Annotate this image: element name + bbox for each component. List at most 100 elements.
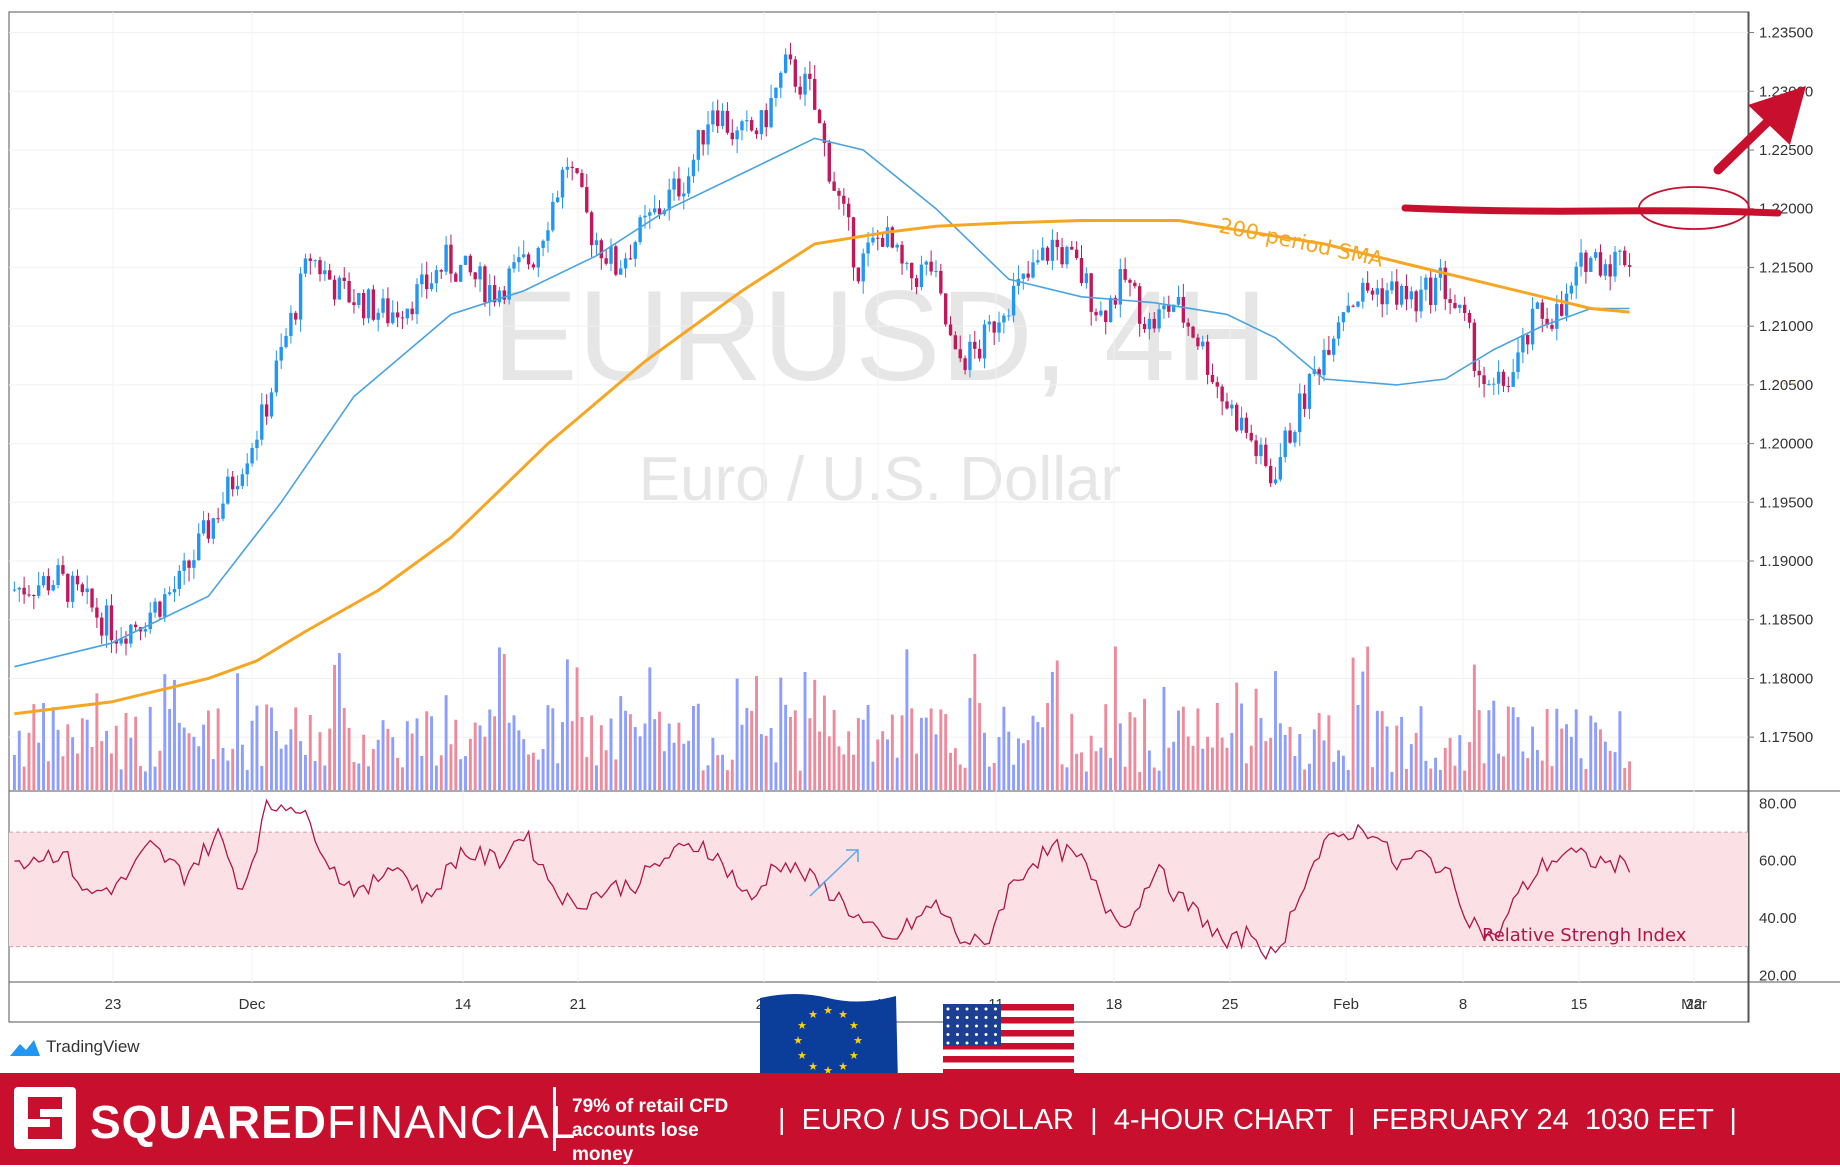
candle-body (27, 594, 31, 596)
candle-body (1002, 315, 1006, 323)
volume-bar (1492, 700, 1496, 790)
volume-bar (1603, 741, 1607, 790)
volume-bar (915, 753, 919, 790)
candle-body (12, 589, 17, 591)
volume-bar (367, 766, 370, 790)
volume-bar (643, 723, 647, 790)
volume-bar (1487, 710, 1491, 790)
candle-body (17, 587, 21, 590)
volume-bar (473, 722, 477, 790)
sma50-line (14, 137, 1630, 668)
volume-bar (1089, 735, 1093, 790)
tradingview-branding[interactable]: TradingView (8, 1036, 140, 1058)
volume-bar (585, 757, 589, 790)
candle-body (929, 261, 933, 272)
candle-body (221, 503, 225, 519)
candle-body (531, 264, 536, 268)
volume-bar (730, 759, 734, 790)
candle-body (206, 520, 211, 539)
volume-bar (270, 707, 273, 790)
volume-bar (595, 765, 598, 790)
volume-bar (202, 724, 206, 790)
candle-body (948, 324, 953, 336)
candle-body (701, 130, 705, 145)
candle-body (1128, 279, 1132, 283)
candle-body (177, 570, 182, 589)
candle-body (973, 341, 977, 349)
volume-bar (308, 714, 312, 790)
candle-body (478, 266, 482, 280)
volume-bar (1497, 753, 1501, 790)
volume-bar (1535, 749, 1539, 790)
candle-body (1327, 350, 1331, 355)
volume-bar (245, 769, 249, 790)
candle-body (119, 638, 123, 644)
volume-bar (808, 718, 812, 790)
volume-bar (163, 674, 167, 790)
volume-bar (827, 736, 831, 790)
candle-body (1235, 404, 1239, 431)
rsi-axis[interactable]: 80.00 60.00 40.00 20.00 (1759, 795, 1797, 984)
volume-bar (944, 714, 948, 790)
volume-bar (1526, 758, 1530, 790)
time-tick-label: 15 (1571, 996, 1588, 1013)
candle-body (1361, 282, 1365, 302)
volume-bar (177, 722, 181, 790)
chart-area[interactable]: EURUSD, 4H Euro / U.S. Dollar 1.23500 1.2… (0, 0, 1840, 1070)
volume-bar (1143, 698, 1146, 790)
candle-body (633, 242, 637, 259)
volume-bar (653, 719, 657, 790)
volume-bar (1390, 771, 1394, 790)
candle-body (1462, 304, 1467, 313)
candle-body (866, 242, 870, 254)
candle-body (51, 585, 55, 591)
candle-body (371, 289, 376, 320)
volume-bar (1113, 646, 1117, 790)
volume-bar (1084, 771, 1088, 790)
candle-body (391, 312, 395, 324)
volume-bar (1511, 707, 1515, 790)
candle-body (1419, 289, 1423, 312)
volume-bar (580, 716, 584, 790)
volume-bar (784, 704, 788, 790)
time-axis[interactable]: 23Dec1421284111825Feb81522Mar (105, 996, 1707, 1013)
candle-body (1613, 251, 1617, 277)
volume-bar (822, 695, 826, 790)
volume-bar (803, 671, 807, 790)
candle-body (197, 533, 201, 561)
volume-bar (1472, 664, 1476, 790)
volume-bar (22, 766, 26, 790)
candle-body (298, 273, 303, 320)
candle-body (1598, 252, 1603, 276)
candle-body (657, 208, 662, 215)
candle-body (289, 312, 293, 336)
us-star (984, 1041, 988, 1045)
volume-bar (236, 673, 239, 790)
volume-bar (774, 762, 778, 790)
candle-body (240, 474, 245, 486)
volume-bar (1419, 706, 1423, 790)
volume-bar (1434, 757, 1438, 790)
candle-body (682, 193, 686, 197)
candle-body (1239, 417, 1244, 431)
candle-body (541, 240, 545, 248)
candle-body (677, 178, 681, 197)
rsi-band (9, 831, 1748, 948)
volume-bar (1060, 764, 1064, 790)
volume-bar (333, 665, 336, 790)
us-star (965, 1016, 969, 1019)
volume-bar (240, 744, 244, 790)
us-star (984, 1024, 988, 1028)
candle-body (230, 476, 235, 490)
candle-body (1152, 318, 1156, 329)
candle-body (1191, 326, 1195, 338)
candle-body (492, 285, 497, 303)
candle-body (211, 518, 215, 539)
volume-bar (1210, 747, 1214, 790)
volume-bar (1138, 771, 1142, 790)
volume-bar (105, 730, 109, 790)
volume-bar (1540, 760, 1544, 790)
volume-bar (71, 737, 75, 790)
candle-body (1060, 247, 1064, 265)
candle-body (842, 195, 846, 204)
